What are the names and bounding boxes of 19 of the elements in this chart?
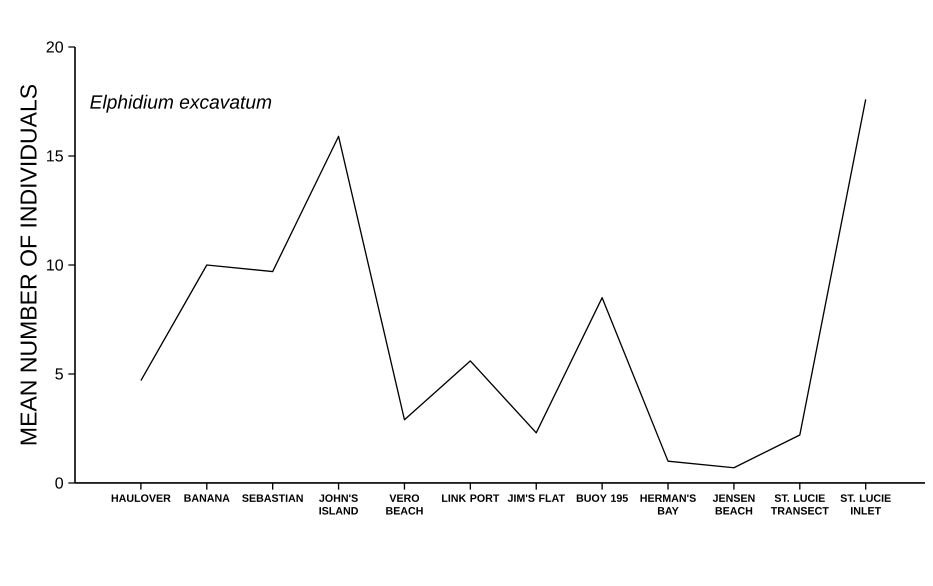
x-tick-label: BANANA	[184, 494, 230, 502]
y-axis-title: MEAN NUMBER OF INDIVIDUALS	[20, 84, 37, 444]
x-tick-label: HERMAN'S BAY	[640, 494, 696, 514]
y-tick-label: 15	[47, 150, 63, 162]
x-tick-label: BUOY 195	[576, 494, 628, 502]
x-tick-label: VERO BEACH	[386, 494, 423, 515]
x-tick-label: SEBASTIAN	[242, 494, 303, 502]
y-tick-label: 20	[46, 41, 64, 53]
x-tick-label: HAULOVER	[112, 494, 171, 502]
text: Elphidium excavatum	[90, 94, 272, 113]
x-tick-label: ST. LUCIE TRANSECT	[770, 494, 829, 515]
y-tick-label: 0	[55, 477, 64, 489]
x-tick-label: ST. LUCIE INLET	[840, 494, 891, 514]
x-tick-label: LINK PORT	[442, 494, 500, 502]
x-tick-label: JOHN'S ISLAND	[319, 494, 358, 515]
x-tick-label: JIM'S FLAT	[508, 494, 565, 502]
y-tick-label: 10	[47, 259, 64, 271]
y-tick-label: 5	[55, 368, 63, 380]
x-tick-label: JENSEN BEACH	[712, 494, 755, 515]
